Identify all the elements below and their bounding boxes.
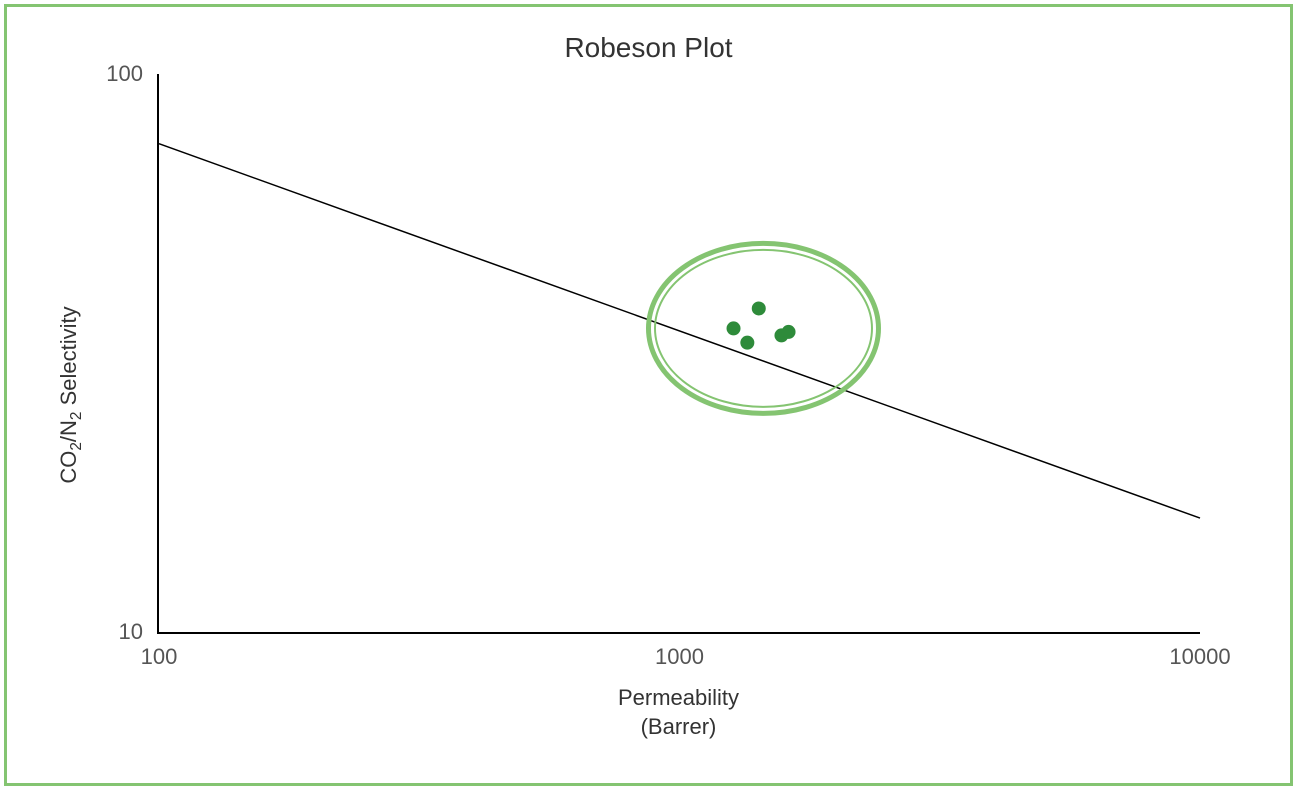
highlight-ellipse-inner (655, 250, 872, 407)
y-axis-title: CO2/N2 Selectivity (56, 306, 86, 483)
highlight-ellipse-outer (648, 243, 878, 413)
outer-frame: Robeson Plot CO2/N2 Selectivity 10100100… (4, 4, 1293, 786)
plot-svg (159, 74, 1200, 632)
x-tick-label: 100 (141, 632, 178, 670)
x-tick-label: 10000 (1169, 632, 1230, 670)
x-axis-label-line1: Permeability (157, 684, 1200, 713)
x-tick-label: 1000 (655, 632, 704, 670)
data-point (727, 321, 741, 335)
data-point (740, 336, 754, 350)
plot-area: 10100100100010000 (157, 74, 1200, 634)
x-axis-title: Permeability (Barrer) (157, 684, 1200, 741)
robeson-upper-bound-line (159, 144, 1200, 518)
chart-container: Robeson Plot CO2/N2 Selectivity 10100100… (37, 27, 1260, 763)
plot-wrap: 10100100100010000 (157, 74, 1200, 634)
chart-title: Robeson Plot (37, 32, 1260, 64)
data-point (752, 301, 766, 315)
data-point (782, 325, 796, 339)
x-axis-label-line2: (Barrer) (157, 713, 1200, 742)
y-tick-label: 100 (106, 61, 159, 87)
